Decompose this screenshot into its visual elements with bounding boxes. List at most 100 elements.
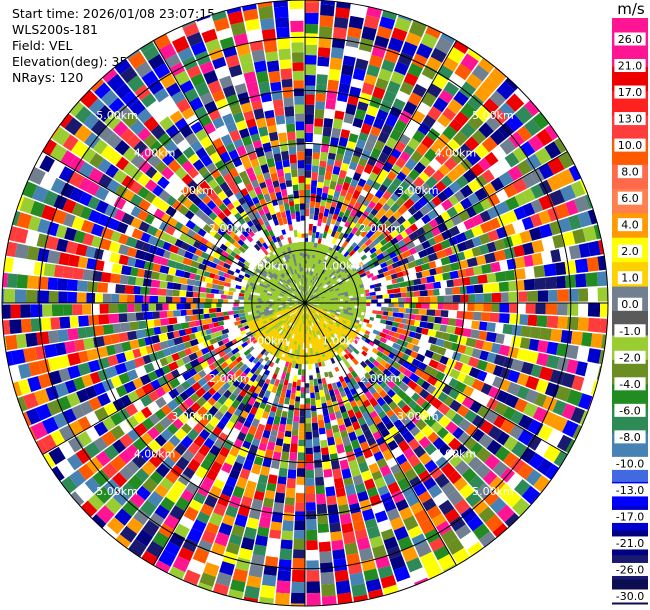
velocity-gate [4, 288, 16, 303]
velocity-gate [208, 363, 217, 371]
velocity-gate [437, 553, 456, 571]
velocity-gate [209, 272, 216, 279]
velocity-gate [206, 318, 213, 324]
velocity-gate [280, 371, 287, 380]
velocity-gate [204, 303, 212, 309]
velocity-gate [346, 140, 357, 150]
velocity-gate [221, 462, 233, 474]
velocity-gate [537, 340, 549, 353]
velocity-gate [355, 257, 363, 265]
velocity-gate [220, 307, 228, 312]
velocity-gate [339, 299, 344, 302]
velocity-gate [71, 216, 85, 231]
velocity-gate [344, 45, 358, 58]
velocity-gate [460, 53, 479, 72]
velocity-gate [168, 361, 179, 372]
velocity-gate [316, 225, 321, 233]
velocity-gate [90, 223, 104, 237]
velocity-gate [288, 404, 295, 411]
velocity-gate [213, 321, 220, 328]
velocity-gate [333, 558, 348, 572]
velocity-gate [247, 333, 254, 340]
velocity-gate [362, 306, 366, 310]
velocity-gate [266, 352, 272, 359]
velocity-gate [579, 410, 588, 425]
velocity-gate [493, 249, 507, 262]
velocity-gate [407, 454, 421, 468]
velocity-gate [364, 330, 371, 336]
velocity-gate [347, 245, 355, 253]
velocity-gate [411, 297, 419, 303]
velocity-gate [315, 485, 325, 495]
velocity-gate [394, 61, 409, 76]
velocity-gate [346, 552, 361, 565]
velocity-gate [391, 298, 399, 303]
velocity-gate [417, 122, 431, 136]
velocity-gate [247, 379, 254, 387]
velocity-gate [264, 423, 273, 432]
velocity-gate [361, 312, 365, 316]
velocity-gate [417, 340, 426, 348]
velocity-gate [99, 304, 109, 314]
velocity-gate [497, 158, 512, 173]
velocity-gate [349, 208, 358, 218]
velocity-gate [379, 464, 392, 477]
velocity-gate [206, 357, 216, 366]
velocity-gate [506, 210, 518, 223]
velocity-gate [93, 325, 105, 337]
velocity-gate [228, 299, 235, 303]
velocity-gate [391, 384, 401, 394]
velocity-gate [408, 399, 418, 410]
velocity-gate [551, 415, 568, 433]
velocity-gate [251, 498, 263, 510]
velocity-gate [491, 145, 507, 161]
velocity-gate [463, 374, 476, 387]
velocity-gate [133, 356, 146, 368]
velocity-gate [560, 184, 576, 202]
velocity-gate [199, 237, 209, 246]
velocity-gate [456, 372, 467, 383]
velocity-gate [308, 223, 313, 231]
velocity-gate [86, 181, 100, 196]
velocity-gate [224, 340, 234, 349]
velocity-gate [382, 229, 391, 237]
velocity-gate [382, 266, 389, 273]
velocity-gate [446, 168, 461, 183]
velocity-gate [305, 189, 311, 197]
velocity-gate [207, 387, 217, 396]
velocity-gate [166, 289, 173, 296]
velocity-gate [286, 418, 293, 425]
velocity-gate [244, 432, 255, 444]
velocity-gate [222, 382, 231, 391]
velocity-gate [295, 113, 304, 122]
velocity-gate [383, 499, 397, 512]
velocity-gate [504, 77, 519, 91]
velocity-gate [453, 361, 464, 372]
velocity-gate [305, 23, 319, 34]
velocity-gate [429, 218, 439, 229]
velocity-gate [368, 423, 379, 435]
velocity-gate [200, 503, 214, 517]
velocity-gate [289, 154, 297, 164]
velocity-gate [369, 247, 377, 254]
velocity-gate [294, 203, 300, 212]
velocity-gate [239, 326, 246, 332]
velocity-gate [305, 164, 312, 171]
velocity-gate [258, 516, 271, 529]
velocity-gate [261, 359, 267, 366]
velocity-gate [422, 255, 430, 264]
velocity-gate [130, 217, 143, 229]
velocity-gate [308, 363, 312, 370]
velocity-gate [291, 569, 305, 583]
velocity-gate [355, 387, 364, 397]
velocity-gate [169, 505, 185, 521]
velocity-gate [440, 256, 451, 266]
velocity-gate [74, 339, 85, 352]
velocity-gate [3, 257, 14, 273]
velocity-gate [262, 429, 271, 439]
velocity-gate [382, 328, 390, 335]
velocity-gate [374, 189, 384, 199]
velocity-gate [565, 439, 575, 454]
velocity-gate [99, 238, 112, 251]
velocity-gate [210, 461, 223, 474]
